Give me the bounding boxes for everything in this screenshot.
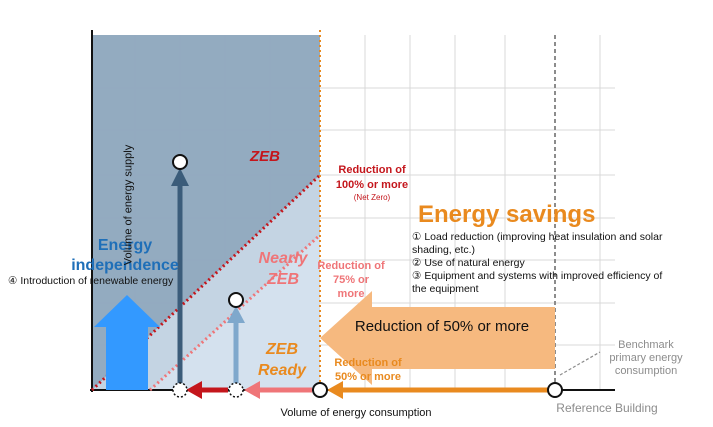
benchmark-label: Benchmark primary energy consumption [609,339,683,377]
dark-region [92,35,320,390]
reduction-100-line1: Reduction of [338,164,406,176]
savings-arrow [320,291,555,385]
zeb-label: ZEB [249,148,280,165]
nearly-base-circle [228,382,244,398]
savings-item-1: ① Load reduction (improving heat insulat… [412,231,663,256]
y-axis-label: Volume of energy supply [122,144,135,266]
nearly-zeb-label: Nearly ZEB [259,250,309,288]
reduction-100-line2: 100% or more [336,179,408,191]
savings-item-2: ② Use of natural energy [412,257,525,269]
nearly-supply-arrowhead [227,306,245,323]
renewable-energy-item: ④ Introduction of renewable energy [8,275,174,287]
reduction-75-label: Reduction of 75% or more [317,260,385,300]
reduction-50-label: Reduction of 50% or more [334,357,402,383]
zeb-base-circle [172,382,188,398]
benchmark-leader [559,351,601,376]
reference-building-label: Reference Building [556,401,657,415]
zeb-top-circle [172,154,188,170]
zeb-boundary [90,173,322,392]
red-arrowhead [186,381,202,399]
ready-point-circle [312,382,328,398]
nearly-top-circle [228,292,244,308]
savings-item-3: ③ Equipment and systems with improved ef… [412,270,662,295]
zeb-ready-label: ZEB Ready [258,341,307,379]
energy-savings-title: Energy savings [418,201,595,228]
x-axis-label: Volume of energy consumption [280,407,431,419]
orange-arrowhead [327,381,343,399]
reference-circle [547,382,563,398]
energy-independence-title: Energy independence [71,237,179,274]
zeb-supply-arrowhead [171,168,189,186]
pink-arrowhead [244,381,260,399]
independence-arrow [94,295,160,390]
reduction-100-note: (Net Zero) [354,193,391,202]
savings-arrow-label: Reduction of 50% or more [355,318,529,335]
